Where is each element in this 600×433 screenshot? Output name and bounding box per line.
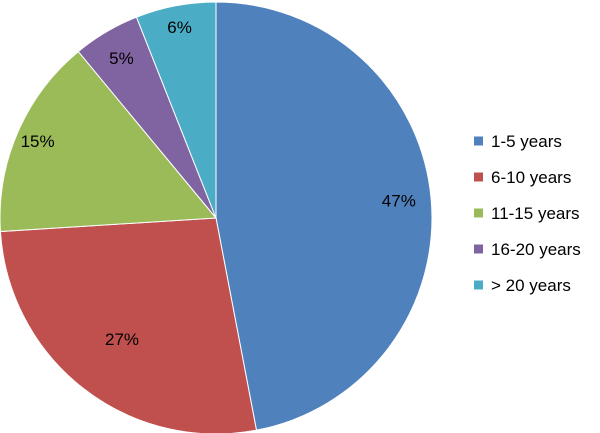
pie-slice-2: [0, 217, 258, 433]
legend-label-3: 11-15 years: [491, 204, 580, 223]
slice-labels: 47% 27% 15% 5% 6%: [21, 18, 416, 349]
legend: 1-5 years 6-10 years 11-15 years 16-20 year…: [474, 132, 581, 295]
slice-label-3: 15%: [21, 132, 55, 151]
pie-slice-3: [0, 50, 218, 233]
slice-label-1: 47%: [382, 192, 416, 211]
legend-swatch-2: [474, 172, 483, 182]
legend-label-4: 16-20 years: [491, 240, 581, 259]
legend-label-5: > 20 years: [491, 276, 571, 295]
pie-slice-1: [215, 1, 433, 431]
legend-swatch-1: [474, 136, 483, 146]
pie-slices: [0, 1, 433, 433]
slice-label-4: 5%: [109, 49, 134, 68]
legend-swatch-5: [474, 280, 483, 290]
pie-slice-5: [135, 1, 217, 219]
legend-swatch-4: [474, 244, 483, 254]
slice-label-5: 6%: [167, 18, 192, 37]
legend-swatch-3: [474, 208, 483, 218]
slice-label-2: 27%: [105, 330, 139, 349]
legend-label-2: 6-10 years: [491, 168, 571, 187]
legend-label-1: 1-5 years: [491, 132, 562, 151]
